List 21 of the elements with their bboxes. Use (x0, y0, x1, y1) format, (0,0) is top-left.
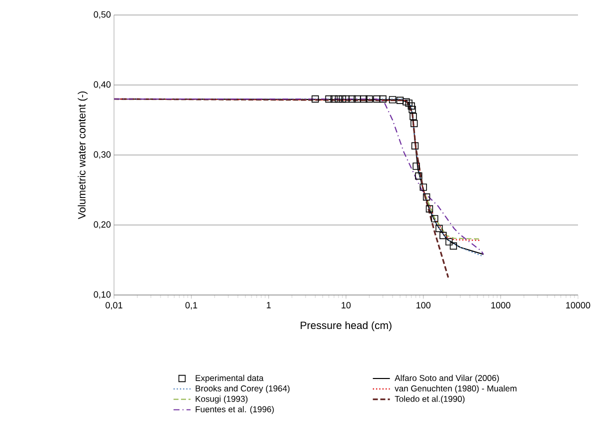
y-tick-label: 0,20 (94, 221, 111, 229)
x-tick-label: 0,01 (106, 302, 122, 310)
legend-label: Toledo et al.(1990) (394, 396, 464, 404)
legend-label: Kosugi (1993) (196, 396, 248, 404)
x-axis-title: Pressure head (cm) (300, 321, 392, 332)
legend-label: Brooks and Corey (1964) (196, 385, 290, 394)
legend-label: van Genuchten (1980) - Mualem (394, 385, 516, 394)
y-tick-label: 0,40 (94, 81, 111, 89)
x-tick-label: 0,1 (185, 302, 198, 310)
x-tick-label: 1000 (491, 302, 510, 308)
x-tick-label: 10000 (566, 302, 590, 308)
y-axis-title: Volumetric water content (-) (78, 91, 88, 220)
legend-label: Alfaro Soto and Vilar (2006) (394, 374, 499, 383)
y-tick-label: 0,10 (94, 291, 111, 299)
x-tick-label: 100 (416, 302, 430, 308)
y-tick-label: 0,50 (94, 11, 111, 19)
legend-label: Fuentes et al. (1996) (196, 406, 274, 414)
x-tick-label: 10 (342, 302, 351, 308)
x-tick-label: 1 (266, 302, 271, 308)
legend-label: Experimental data (196, 374, 264, 383)
y-tick-label: 0,30 (94, 151, 111, 159)
